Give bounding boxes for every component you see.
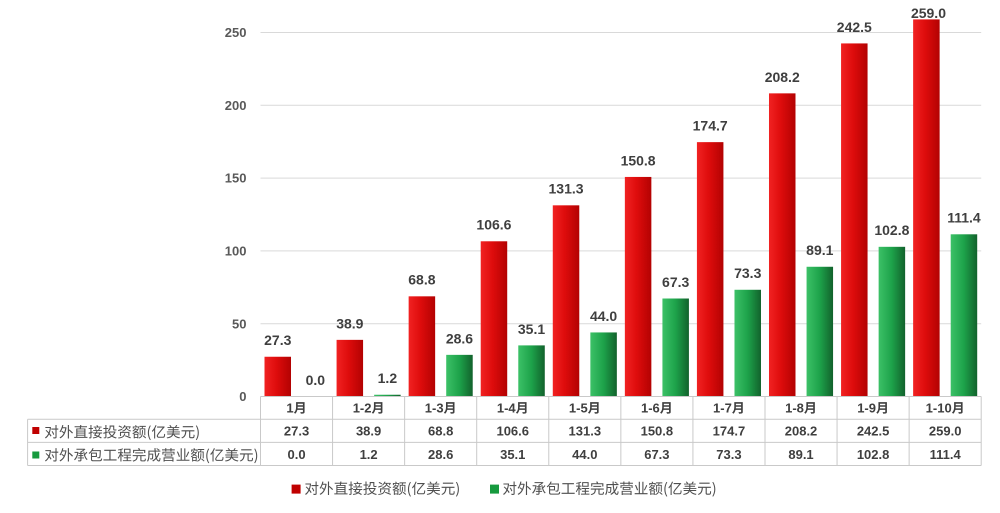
svg-text:102.8: 102.8 bbox=[857, 447, 890, 462]
svg-text:106.6: 106.6 bbox=[496, 424, 529, 439]
svg-text:1-9: 1-9 bbox=[857, 401, 876, 416]
svg-text:27.3: 27.3 bbox=[264, 332, 291, 348]
svg-text:174.7: 174.7 bbox=[713, 424, 746, 439]
svg-text:242.5: 242.5 bbox=[837, 19, 872, 35]
svg-text:1-3: 1-3 bbox=[425, 401, 444, 416]
svg-text:106.6: 106.6 bbox=[476, 217, 511, 233]
svg-text:1-10: 1-10 bbox=[926, 401, 952, 416]
svg-text:50: 50 bbox=[232, 316, 246, 331]
svg-text:28.6: 28.6 bbox=[428, 447, 453, 462]
svg-text:102.8: 102.8 bbox=[874, 222, 909, 238]
svg-text:1-4: 1-4 bbox=[497, 401, 517, 416]
svg-text:67.3: 67.3 bbox=[662, 274, 689, 290]
svg-text:38.9: 38.9 bbox=[356, 424, 381, 439]
svg-text:1: 1 bbox=[286, 401, 293, 416]
svg-text:200: 200 bbox=[225, 98, 247, 113]
svg-text:0: 0 bbox=[239, 389, 246, 404]
svg-text:111.4: 111.4 bbox=[930, 447, 962, 462]
svg-text:35.1: 35.1 bbox=[500, 447, 525, 462]
svg-text:0.0: 0.0 bbox=[288, 447, 306, 462]
svg-text:259.0: 259.0 bbox=[911, 5, 946, 21]
svg-text:68.8: 68.8 bbox=[428, 424, 453, 439]
svg-text:250: 250 bbox=[225, 25, 247, 40]
svg-text:1.2: 1.2 bbox=[378, 370, 398, 386]
svg-text:259.0: 259.0 bbox=[929, 424, 962, 439]
svg-text:208.2: 208.2 bbox=[785, 424, 818, 439]
svg-text:1-5: 1-5 bbox=[569, 401, 588, 416]
svg-text:68.8: 68.8 bbox=[408, 272, 435, 288]
svg-text:1.2: 1.2 bbox=[360, 447, 378, 462]
svg-text:131.3: 131.3 bbox=[549, 181, 584, 197]
svg-text:27.3: 27.3 bbox=[284, 424, 309, 439]
svg-text:67.3: 67.3 bbox=[644, 447, 669, 462]
svg-text:208.2: 208.2 bbox=[765, 69, 800, 85]
svg-text:111.4: 111.4 bbox=[947, 210, 981, 226]
svg-text:174.7: 174.7 bbox=[693, 118, 728, 134]
svg-text:28.6: 28.6 bbox=[446, 330, 473, 346]
svg-text:35.1: 35.1 bbox=[518, 321, 545, 337]
svg-text:73.3: 73.3 bbox=[716, 447, 741, 462]
svg-text:0.0: 0.0 bbox=[306, 372, 326, 388]
svg-text:44.0: 44.0 bbox=[572, 447, 597, 462]
svg-text:100: 100 bbox=[225, 244, 247, 259]
svg-text:38.9: 38.9 bbox=[336, 315, 363, 331]
svg-text:150: 150 bbox=[225, 171, 247, 186]
svg-text:1-7: 1-7 bbox=[713, 401, 732, 416]
svg-text:73.3: 73.3 bbox=[734, 265, 761, 281]
svg-text:89.1: 89.1 bbox=[806, 242, 833, 258]
svg-text:242.5: 242.5 bbox=[857, 424, 890, 439]
svg-text:44.0: 44.0 bbox=[590, 308, 617, 324]
svg-text:1-6: 1-6 bbox=[641, 401, 660, 416]
svg-text:89.1: 89.1 bbox=[788, 447, 813, 462]
svg-text:1-2: 1-2 bbox=[353, 401, 372, 416]
svg-text:150.8: 150.8 bbox=[621, 152, 656, 168]
svg-text:131.3: 131.3 bbox=[569, 424, 602, 439]
svg-text:150.8: 150.8 bbox=[641, 424, 674, 439]
svg-text:1-8: 1-8 bbox=[785, 401, 804, 416]
